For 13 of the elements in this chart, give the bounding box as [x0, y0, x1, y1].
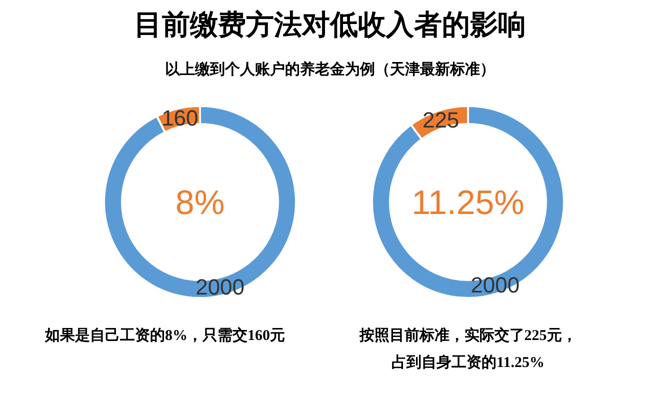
text: 11.25% [412, 184, 524, 222]
data-label: 225 [422, 107, 460, 132]
data-label: 2000 [196, 274, 245, 300]
data-label: 2000 [470, 272, 520, 298]
text: 占到自身工资的11.25% [392, 354, 544, 371]
donut-slice [103, 105, 297, 299]
text: 以上缴到个人账户的养老金为例（天津最新标准） [165, 60, 495, 78]
text: 8% [175, 184, 225, 222]
chart-title: 目前缴费方法对低收入者的影响 [134, 9, 526, 41]
text: 如果是自己工资的8%，只需交160元 [44, 326, 285, 344]
donut-slice [371, 105, 565, 299]
data-label: 160 [162, 105, 198, 130]
text: 按照目前标准，实际交了225元， [358, 326, 577, 344]
